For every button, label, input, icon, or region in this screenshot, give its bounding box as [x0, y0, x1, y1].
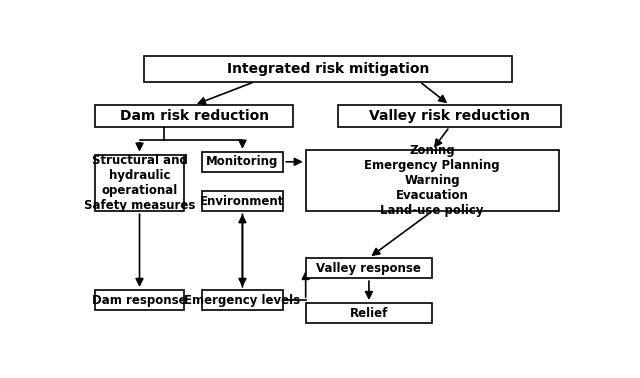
Text: Zoning
Emergency Planning
Warning
Evacuation
Land-use policy: Zoning Emergency Planning Warning Evacua… — [364, 144, 500, 217]
FancyBboxPatch shape — [202, 290, 284, 310]
Text: Environment: Environment — [200, 195, 285, 208]
FancyBboxPatch shape — [306, 258, 432, 278]
Text: Dam response: Dam response — [92, 294, 187, 307]
FancyBboxPatch shape — [95, 105, 293, 127]
FancyBboxPatch shape — [95, 290, 184, 310]
Text: Valley response: Valley response — [317, 262, 421, 274]
Text: Monitoring: Monitoring — [206, 155, 278, 168]
FancyBboxPatch shape — [338, 105, 561, 127]
FancyBboxPatch shape — [95, 155, 184, 211]
FancyBboxPatch shape — [202, 152, 284, 172]
Text: Integrated risk mitigation: Integrated risk mitigation — [227, 62, 429, 76]
FancyBboxPatch shape — [145, 56, 511, 82]
FancyBboxPatch shape — [202, 191, 284, 211]
FancyBboxPatch shape — [306, 303, 432, 323]
Text: Emergency levels: Emergency levels — [184, 294, 301, 307]
Text: Valley risk reduction: Valley risk reduction — [369, 109, 530, 123]
FancyBboxPatch shape — [306, 150, 559, 211]
Text: Relief: Relief — [349, 307, 388, 320]
Text: Structural and
hydraulic
operational
Safety measures: Structural and hydraulic operational Saf… — [84, 154, 195, 212]
Text: Dam risk reduction: Dam risk reduction — [120, 109, 269, 123]
